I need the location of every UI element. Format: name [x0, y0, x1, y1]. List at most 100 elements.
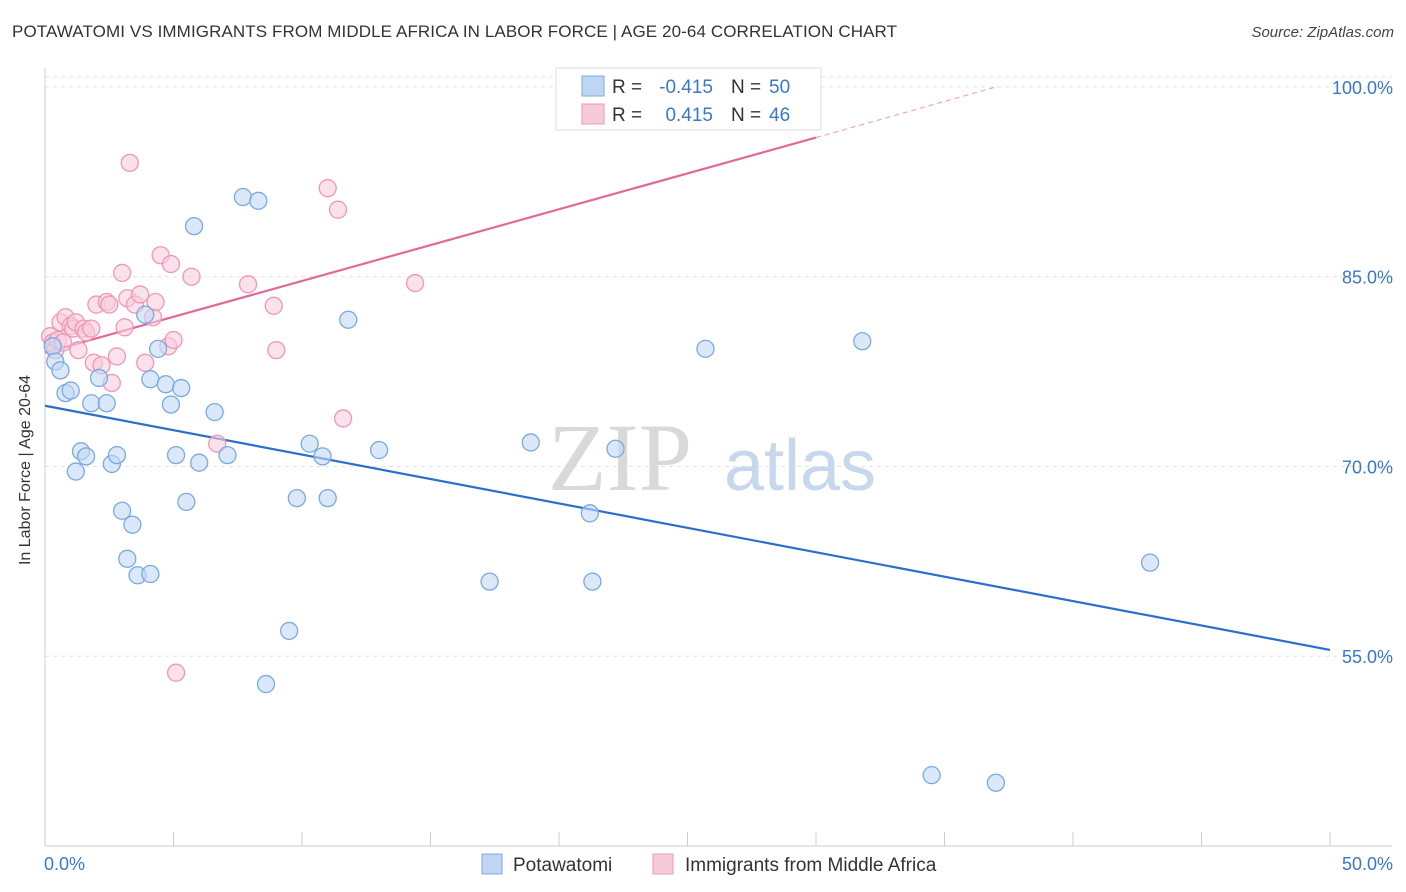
potawatomi-point	[521, 433, 540, 452]
potawatomi-point	[51, 361, 70, 380]
middle-africa-point	[182, 267, 201, 286]
legend-n-value: 50	[769, 77, 790, 98]
legend-r-label: R =	[612, 77, 642, 98]
y-axis-label: In Labor Force | Age 20-64	[17, 374, 34, 566]
potawatomi-point	[218, 445, 237, 465]
potawatomi-point	[853, 332, 872, 351]
potawatomi-point	[141, 564, 160, 584]
middle-africa-point	[238, 275, 258, 294]
middle-africa-point	[161, 254, 181, 274]
middle-africa-point	[100, 295, 119, 314]
potawatomi-point	[1140, 553, 1160, 572]
legend-swatch	[581, 75, 605, 97]
y-tick-label: 70.0%	[1342, 457, 1393, 477]
legend-n-label: N =	[731, 77, 761, 98]
middle-africa-point	[166, 663, 186, 682]
middle-africa-point	[405, 273, 425, 293]
potawatomi-point	[249, 191, 268, 210]
legend-r-value: -0.415	[659, 77, 713, 98]
middle-africa-point	[120, 153, 139, 173]
potawatomi-point	[580, 504, 599, 523]
potawatomi-point	[696, 339, 715, 358]
data-points	[40, 153, 1160, 792]
potawatomi-point	[177, 492, 196, 512]
potawatomi-point	[89, 368, 109, 388]
potawatomi-point	[141, 370, 160, 389]
potawatomi-point	[583, 572, 602, 591]
legend-swatch-middle-africa	[652, 853, 674, 875]
middle-africa-point	[112, 263, 132, 283]
correlation-legend: R = -0.415 N = 50 R = 0.415 N = 46	[555, 67, 822, 131]
legend-n-value: 46	[769, 105, 790, 126]
middle-africa-point	[107, 347, 127, 366]
x-tick-label: 0.0%	[44, 854, 85, 874]
series-legend: Potawatomi Immigrants from Middle Africa	[481, 853, 937, 876]
y-tick-label: 55.0%	[1342, 647, 1393, 667]
watermark-atlas: atlas	[724, 426, 876, 506]
axes	[44, 68, 1392, 847]
potawatomi-point	[922, 766, 941, 785]
middle-africa-point	[208, 434, 227, 453]
potawatomi-point	[184, 216, 204, 236]
potawatomi-point	[480, 572, 499, 591]
potawatomi-point	[339, 310, 358, 329]
legend-swatch	[581, 103, 605, 125]
watermark: ZIP atlas	[548, 404, 876, 511]
middle-africa-point	[267, 340, 286, 360]
x-tick-label: 50.0%	[1342, 854, 1393, 874]
potawatomi-point	[156, 375, 175, 394]
potawatomi-point	[161, 395, 181, 414]
middle-africa-point	[264, 296, 283, 315]
middle-africa-point	[164, 330, 183, 350]
middle-africa-point	[136, 353, 155, 372]
potawatomi-point	[136, 305, 155, 324]
middle-africa-point	[69, 340, 88, 360]
legend-r-value: 0.415	[665, 105, 713, 126]
potawatomi-point	[318, 488, 337, 508]
legend-label-middle-africa: Immigrants from Middle Africa	[685, 855, 937, 876]
potawatomi-point	[66, 462, 85, 481]
legend-n-label: N =	[731, 105, 761, 126]
middle-africa-point	[130, 285, 150, 304]
potawatomi-point	[606, 439, 625, 458]
potawatomi-point	[256, 674, 276, 694]
potawatomi-point	[112, 501, 132, 520]
potawatomi-point	[76, 447, 96, 466]
potawatomi-point	[287, 488, 307, 508]
middle-africa-trend-extension	[815, 86, 997, 139]
chart-title: POTAWATOMI VS IMMIGRANTS FROM MIDDLE AFR…	[12, 22, 898, 41]
potawatomi-point	[190, 453, 209, 472]
middle-africa-point	[333, 409, 353, 428]
middle-africa-point	[328, 200, 348, 219]
potawatomi-point	[369, 440, 389, 460]
potawatomi-point	[148, 339, 168, 358]
legend-r-label: R =	[612, 105, 642, 126]
potawatomi-point	[123, 515, 142, 534]
legend-label-potawatomi: Potawatomi	[513, 855, 612, 876]
middle-africa-point	[146, 292, 165, 312]
potawatomi-point	[205, 402, 224, 422]
potawatomi-point	[61, 381, 80, 400]
middle-africa-point	[318, 179, 337, 198]
potawatomi-point	[986, 773, 1006, 792]
potawatomi-point	[313, 447, 332, 466]
potawatomi-point	[118, 549, 137, 568]
potawatomi-point	[279, 621, 299, 641]
potawatomi-point	[43, 337, 62, 356]
potawatomi-point	[97, 394, 116, 413]
legend-swatch-potawatomi	[481, 853, 503, 875]
watermark-zip: ZIP	[548, 404, 692, 511]
potawatomi-point	[107, 445, 127, 465]
source-credit: Source: ZipAtlas.com	[1251, 24, 1394, 41]
y-tick-label: 85.0%	[1342, 268, 1393, 288]
potawatomi-trend-line	[44, 404, 1331, 651]
potawatomi-point	[172, 378, 191, 398]
trend-lines	[44, 86, 1331, 651]
potawatomi-point	[166, 445, 186, 465]
middle-africa-point	[82, 319, 101, 338]
potawatomi-point	[300, 434, 319, 453]
middle-africa-point	[115, 318, 134, 337]
middle-africa-trend-line	[44, 136, 817, 354]
potawatomi-point	[82, 394, 101, 413]
